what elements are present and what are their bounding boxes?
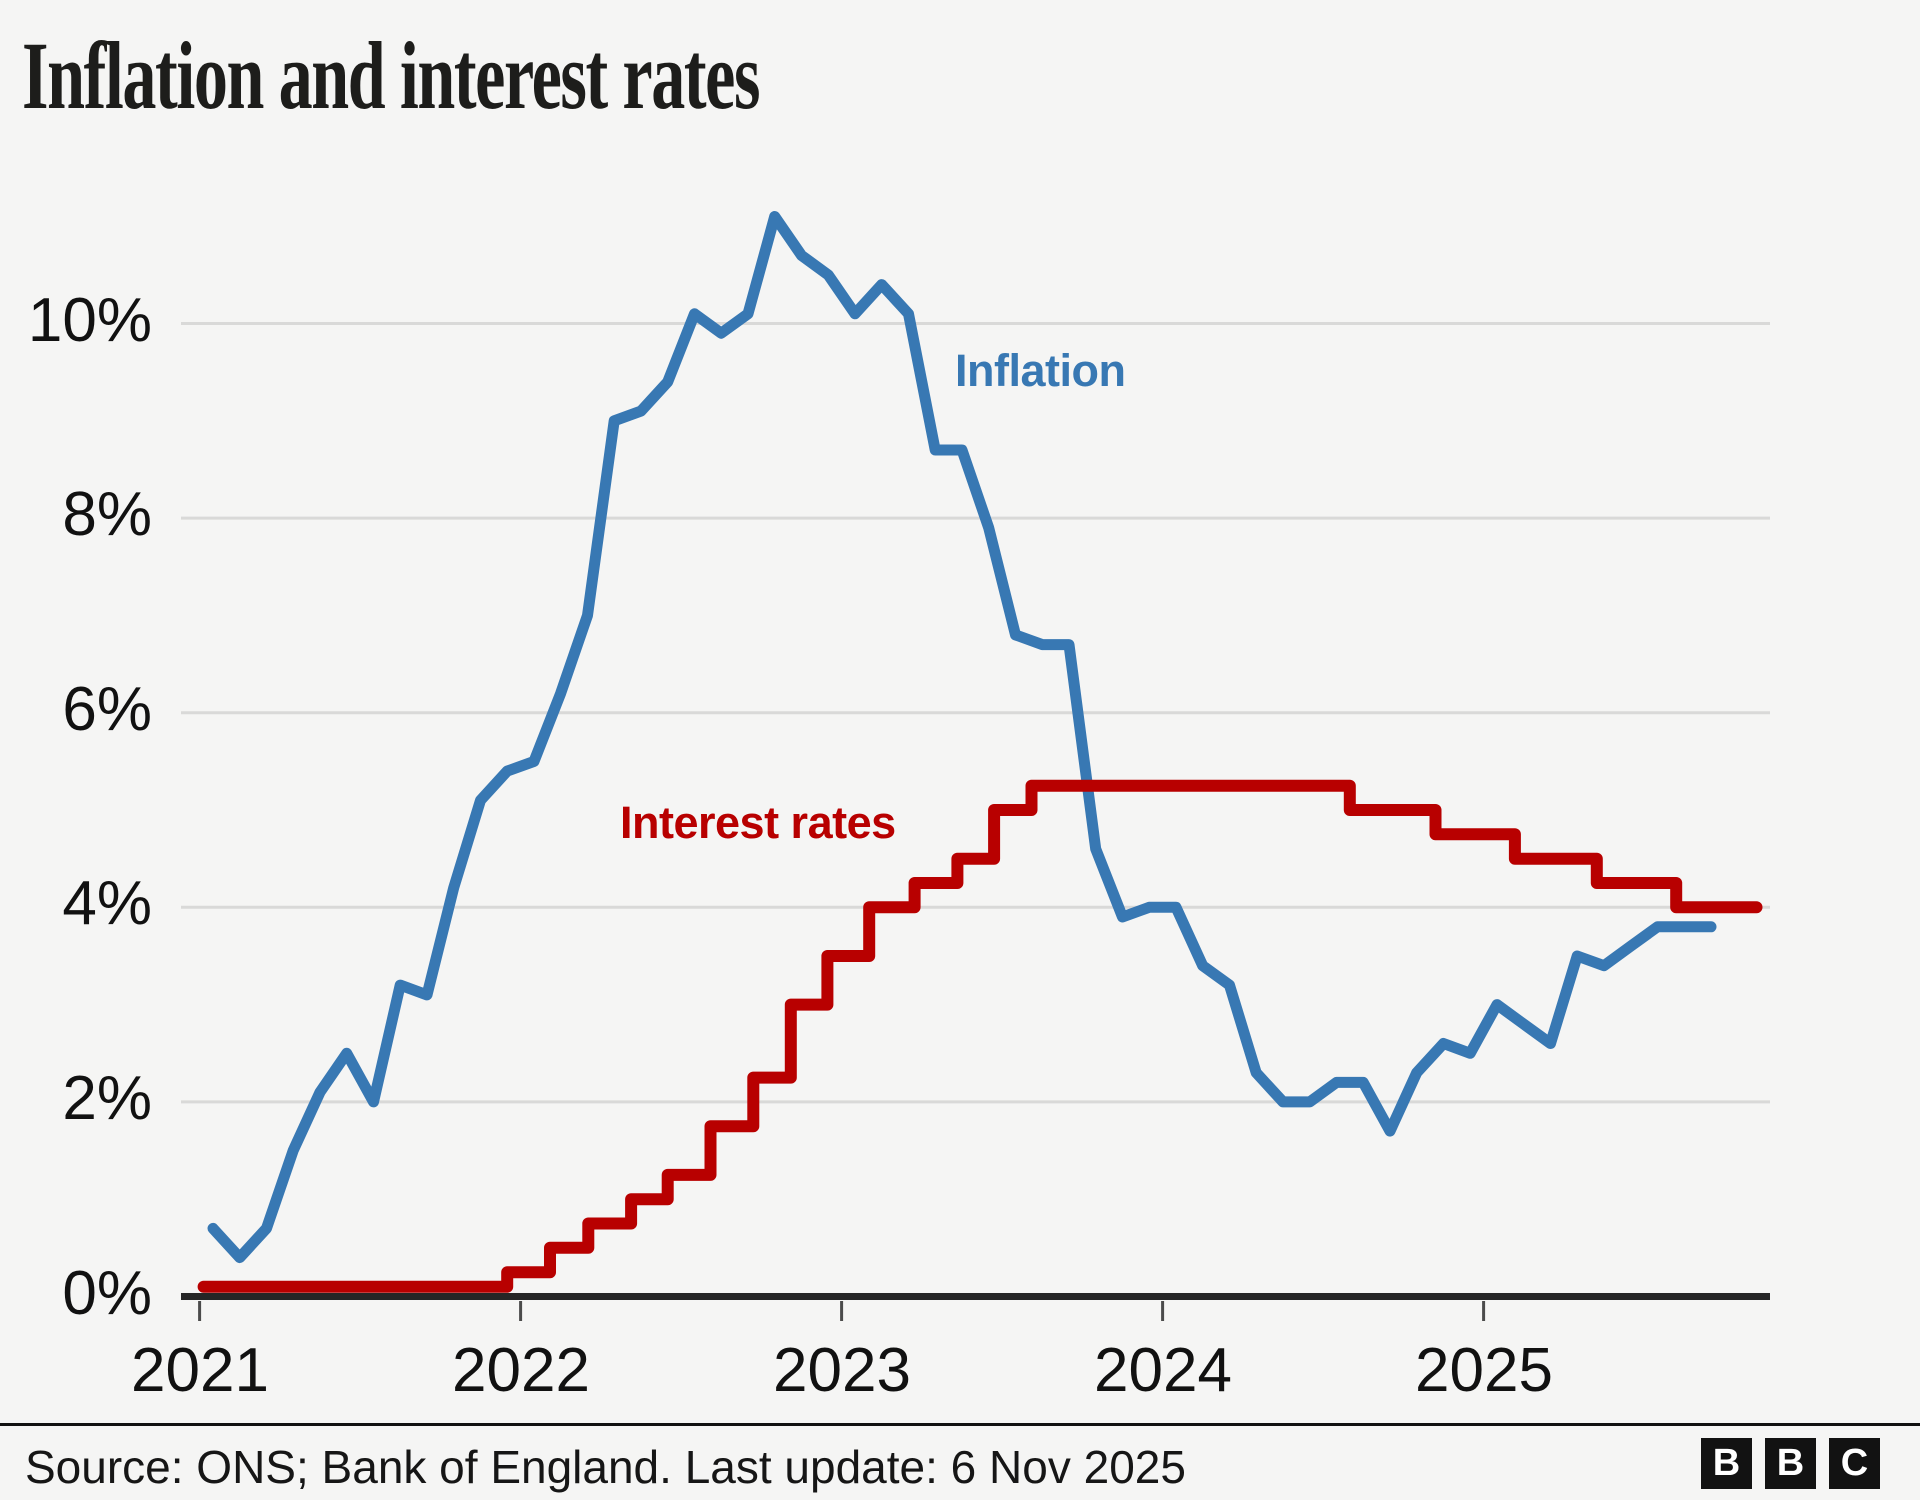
- interest-rates-line: [197, 779, 1763, 1293]
- inflation-series-label: Inflation: [955, 345, 1126, 396]
- bbc-logo-block-3: C: [1829, 1438, 1880, 1489]
- footer-divider: [0, 1423, 1920, 1426]
- gridlines: [181, 322, 1770, 1104]
- x-axis-label-2022: 2022: [452, 1336, 590, 1405]
- x-axis: [181, 1293, 1770, 1321]
- series-lines: [197, 211, 1763, 1293]
- y-axis-label-6: 6%: [62, 675, 152, 744]
- inflation-line: [207, 211, 1717, 1264]
- chart-title: Inflation and interest rates: [22, 22, 761, 129]
- y-axis-label-2: 2%: [62, 1064, 152, 1133]
- y-axis-label-0: 0%: [62, 1259, 152, 1328]
- y-axis-label-10: 10%: [27, 286, 152, 355]
- source-text: Source: ONS; Bank of England. Last updat…: [25, 1441, 1186, 1493]
- x-axis-label-2024: 2024: [1094, 1336, 1232, 1405]
- x-axis-label-2025: 2025: [1415, 1336, 1553, 1405]
- interest-rates-series-label: Interest rates: [620, 797, 896, 848]
- x-axis-label-2021: 2021: [131, 1336, 269, 1405]
- y-axis-label-8: 8%: [62, 480, 152, 549]
- x-axis-label-2023: 2023: [773, 1336, 911, 1405]
- bbc-logo-block-2: B: [1765, 1438, 1816, 1489]
- y-axis-label-4: 4%: [62, 869, 152, 938]
- bbc-logo-block-1: B: [1701, 1438, 1752, 1489]
